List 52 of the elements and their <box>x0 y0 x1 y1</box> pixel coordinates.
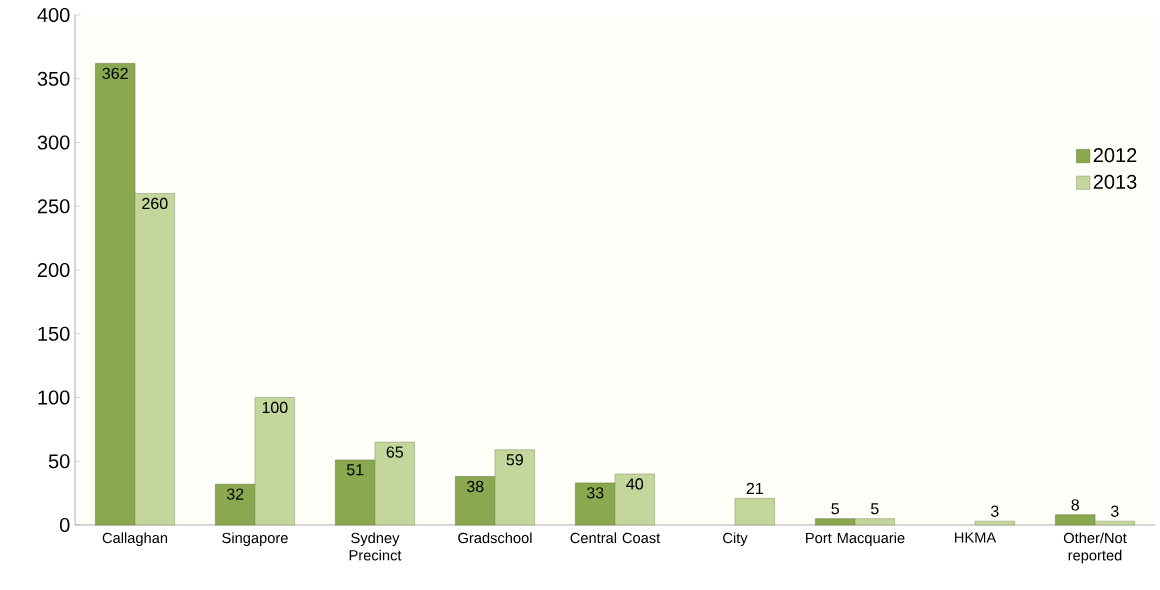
bar <box>494 449 535 526</box>
bar <box>95 63 136 526</box>
bar <box>215 483 256 526</box>
bar <box>335 459 376 526</box>
y-tick-label: 200 <box>37 262 70 278</box>
bar <box>254 397 295 526</box>
data-label: 51 <box>346 464 364 476</box>
data-label: 21 <box>746 482 763 494</box>
bar <box>455 476 496 526</box>
bar <box>134 193 175 526</box>
y-tick-label: 50 <box>48 454 70 469</box>
y-tick-label: 100 <box>38 390 70 405</box>
data-label: 260 <box>142 197 168 210</box>
bar <box>374 441 415 526</box>
y-tick-label: 400 <box>37 7 70 23</box>
legend-label: 2012 <box>1093 148 1137 163</box>
data-label: 65 <box>386 446 404 458</box>
x-tick-label: Gradschool <box>458 532 532 544</box>
data-label: 3 <box>1110 505 1119 517</box>
data-label: 32 <box>226 488 244 500</box>
x-tick-label: Port Macquarie <box>806 532 905 547</box>
x-tick-label: Sydney Precinct <box>349 532 402 561</box>
data-label: 100 <box>262 401 288 414</box>
bar <box>1055 514 1096 526</box>
bar <box>614 473 655 526</box>
bar <box>575 482 616 526</box>
data-label: 362 <box>102 67 128 80</box>
x-tick-label: Other/Not reported <box>1063 532 1127 564</box>
legend-label: 2013 <box>1093 174 1137 189</box>
bar <box>734 497 775 526</box>
bar <box>815 518 856 526</box>
x-tick-label: Callaghan <box>102 532 168 547</box>
x-tick-label: Singapore <box>222 532 288 547</box>
bar <box>974 520 1015 526</box>
data-label: 33 <box>586 487 604 499</box>
x-tick-label: HKMA <box>955 532 997 543</box>
x-tick-label: Central Coast <box>570 532 661 544</box>
data-label: 3 <box>990 505 999 517</box>
data-label: 40 <box>626 478 644 490</box>
data-label: 38 <box>466 480 484 493</box>
data-label: 5 <box>871 503 879 515</box>
x-tick-label: City <box>723 532 748 547</box>
data-label: 59 <box>506 454 523 466</box>
y-tick-label: 250 <box>37 199 70 214</box>
y-tick-label: 0 <box>59 517 70 533</box>
data-label: 8 <box>1071 499 1079 511</box>
y-tick-label: 350 <box>37 71 70 86</box>
bar <box>854 518 895 526</box>
bar <box>1094 520 1135 526</box>
data-label: 5 <box>831 503 839 515</box>
y-tick-label: 150 <box>38 326 70 341</box>
y-tick-label: 300 <box>37 135 70 150</box>
